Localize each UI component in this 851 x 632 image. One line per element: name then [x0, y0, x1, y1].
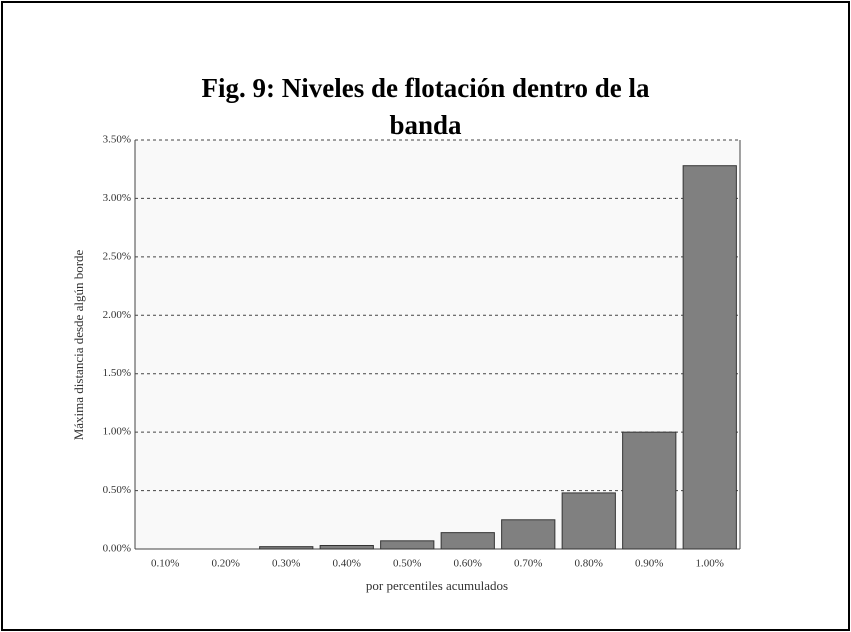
x-tick-label: 0.10%: [151, 558, 179, 570]
y-tick-label: 0.00%: [103, 543, 131, 555]
bar: [561, 492, 616, 550]
y-tick-label: 3.00%: [103, 192, 131, 204]
x-tick-label: 0.70%: [514, 558, 542, 570]
x-tick-label: 0.30%: [272, 558, 300, 570]
x-tick-label: 0.90%: [635, 558, 663, 570]
y-axis-label: Máxima distancia desde algún borde: [71, 249, 86, 440]
bar: [440, 532, 495, 550]
bar: [682, 165, 737, 550]
bar: [319, 544, 374, 550]
x-tick-label: 0.20%: [212, 558, 240, 570]
y-tick-label: 3.50%: [103, 134, 131, 146]
bar: [501, 519, 556, 550]
x-tick-label: 0.60%: [454, 558, 482, 570]
bar: [380, 540, 435, 550]
x-axis-label: por percentiles acumulados: [366, 578, 508, 593]
y-tick-label: 0.50%: [103, 484, 131, 496]
y-tick-label: 2.00%: [103, 309, 131, 321]
x-tick-label: 1.00%: [696, 558, 724, 570]
x-tick-label: 0.40%: [333, 558, 361, 570]
x-tick-label: 0.80%: [575, 558, 603, 570]
y-tick-label: 2.50%: [103, 250, 131, 262]
bar: [622, 431, 677, 550]
chart-title: Fig. 9: Niveles de flotación dentro de l…: [201, 73, 650, 140]
y-tick-label: 1.00%: [103, 426, 131, 438]
x-tick-label: 0.50%: [393, 558, 421, 570]
bar: [259, 546, 314, 550]
y-tick-label: 1.50%: [103, 367, 131, 379]
